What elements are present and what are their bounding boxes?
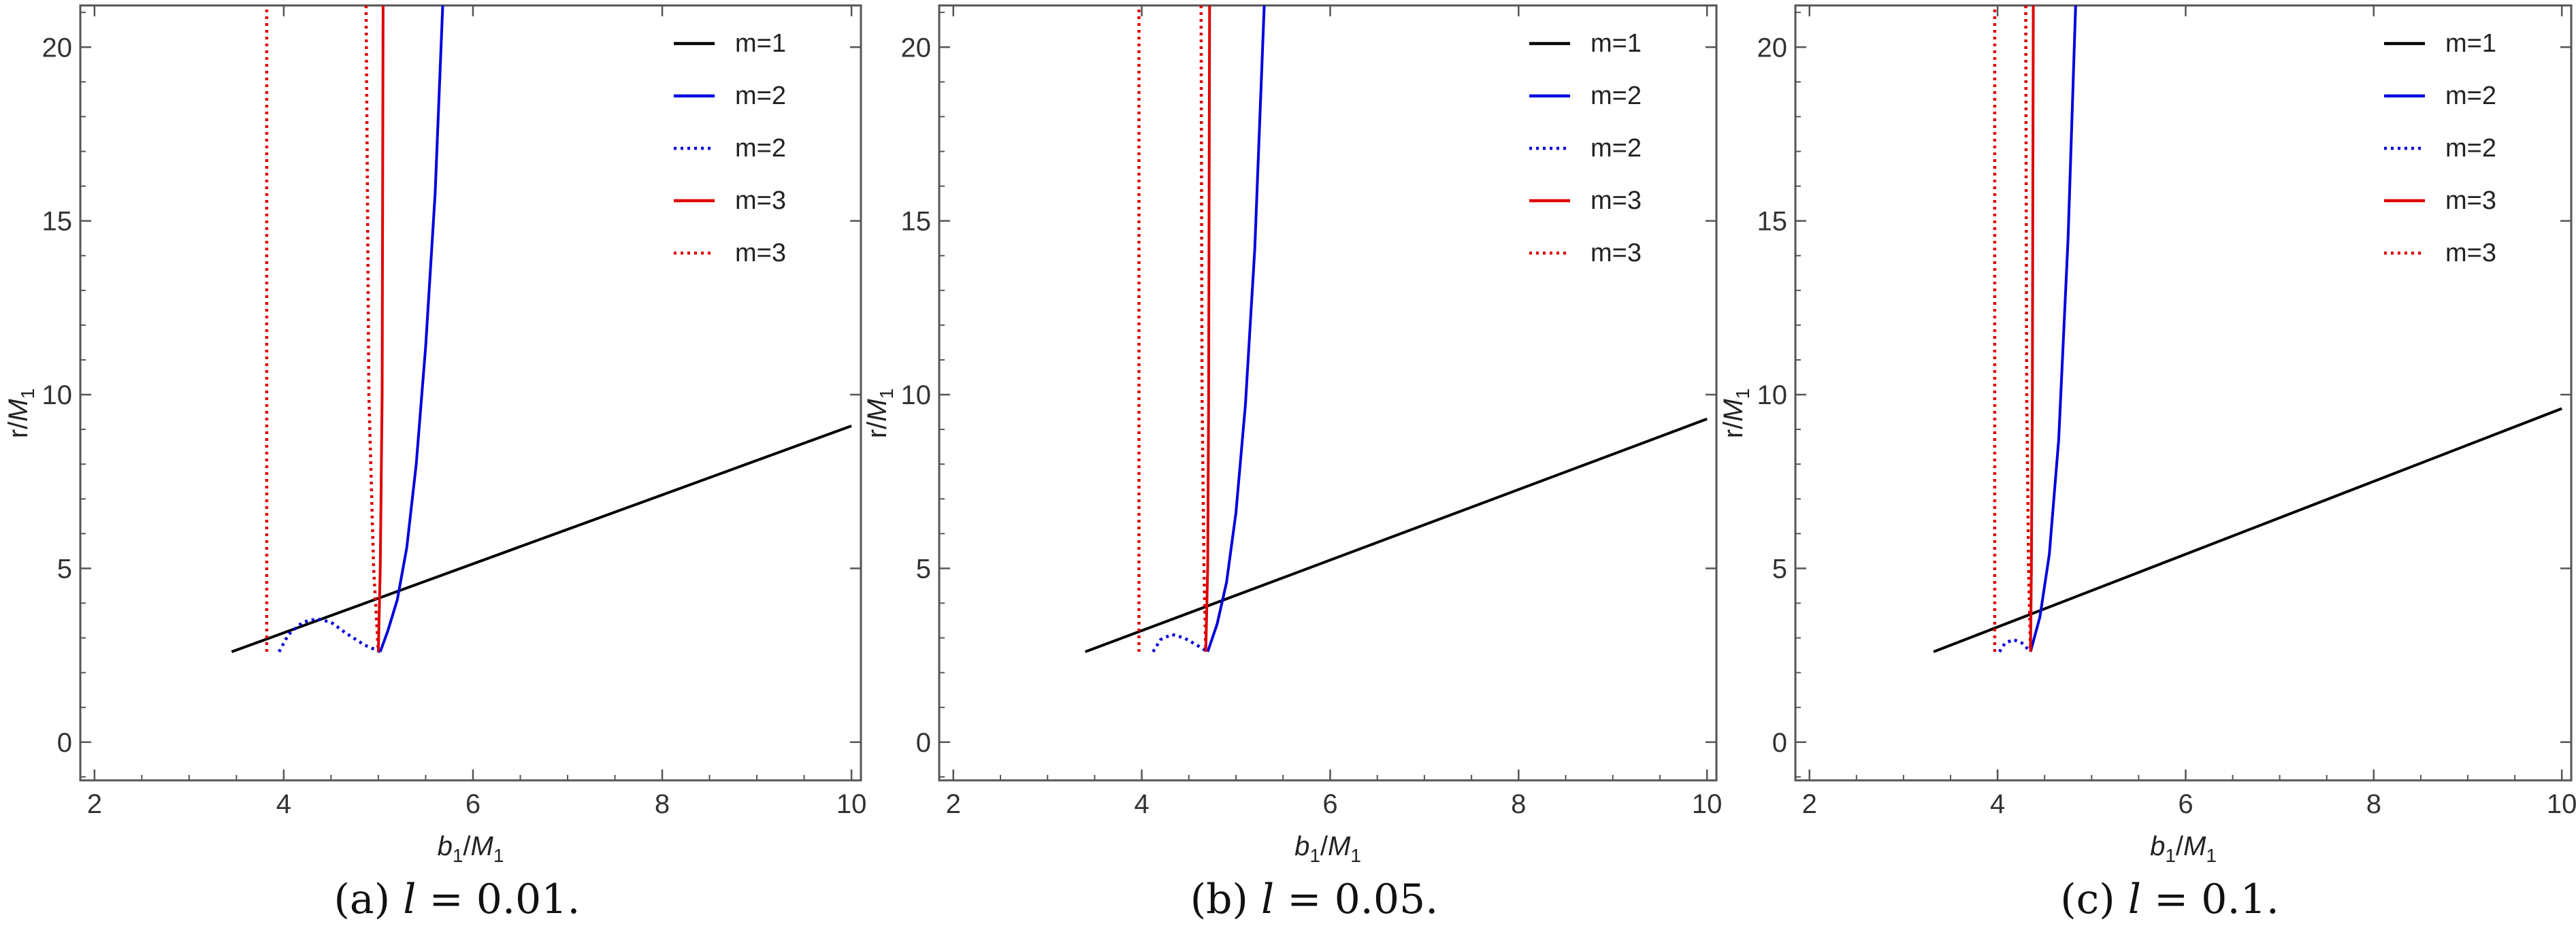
x-tick-label: 2 <box>946 789 961 819</box>
y-tick-label: 0 <box>916 728 931 758</box>
x-tick-label: 10 <box>2547 789 2576 819</box>
chart-panel-1: 2 4 6 8 10 0 5 10 15 20 b1/M1 r/M1 m=1 m=2 m=2 m=3 m=3 (a… <box>3 4 867 923</box>
y-tick-label: 0 <box>57 728 72 758</box>
x-axis-label: b1/M1 <box>2150 831 2217 866</box>
legend: m=1 m=2 m=2 m=3 m=3 <box>1529 29 1642 267</box>
y-tick-label: 15 <box>901 207 932 237</box>
series-group <box>1933 5 2562 653</box>
series-line-m-2-dotted <box>278 617 381 654</box>
legend: m=1 m=2 m=2 m=3 m=3 <box>2384 29 2496 267</box>
x-tick-label: 8 <box>655 789 670 819</box>
series-line-m-3-solid <box>376 5 385 652</box>
y-tick-label: 20 <box>1757 33 1788 63</box>
y-tick-label: 10 <box>42 380 73 410</box>
y-tick-label: 5 <box>57 554 72 584</box>
y-tick-label: 5 <box>916 554 931 584</box>
y-tick-label: 0 <box>1772 728 1787 758</box>
series-line-m-3-solid <box>2029 5 2035 652</box>
legend-label: m=3 <box>2445 239 2496 267</box>
y-tick-label: 10 <box>1757 380 1788 410</box>
series-line-m-3-solid <box>1204 5 1211 652</box>
legend-label: m=1 <box>1591 29 1642 58</box>
y-axis-label: r/M1 <box>1718 388 1753 438</box>
x-tick-label: 6 <box>1322 789 1337 819</box>
series-line-m-1-solid <box>231 425 852 653</box>
plot-frame <box>938 4 1718 782</box>
series-line-m-2-dotted <box>1152 633 1209 653</box>
plot-frame <box>79 4 862 782</box>
legend-label: m=3 <box>1591 186 1642 215</box>
legend-label: m=1 <box>2445 29 2496 58</box>
y-tick-label: 20 <box>42 33 73 63</box>
x-tick-label: 8 <box>2366 789 2381 819</box>
series-group <box>1084 5 1708 653</box>
series-line-m-3-dotted <box>1199 5 1207 652</box>
legend: m=1 m=2 m=2 m=3 m=3 <box>674 29 786 267</box>
legend-label: m=3 <box>1591 239 1642 267</box>
y-tick-label: 15 <box>1757 207 1788 237</box>
x-axis-label: b1/M1 <box>1294 831 1361 866</box>
series-line-m-1-solid <box>1933 407 2562 653</box>
y-tick-label: 10 <box>901 380 932 410</box>
legend-label: m=2 <box>1591 82 1642 110</box>
legend-label: m=3 <box>735 186 786 215</box>
series-line-m-2-dotted <box>1998 637 2032 653</box>
series-line-m-2-solid <box>378 5 444 652</box>
legend-label: m=2 <box>1591 134 1642 163</box>
legend-label: m=1 <box>735 29 786 58</box>
panel-caption: (b) l = 0.05. <box>1190 876 1439 923</box>
series-line-m-2-solid <box>1206 5 1266 652</box>
y-tick-label: 5 <box>1772 554 1787 584</box>
chart-panel-3: 2 4 6 8 10 0 5 10 15 20 b1/M1 r/M1 m=1 m=2 m=2 m=3 m=3 (c… <box>1718 4 2576 923</box>
y-tick-label: 20 <box>901 33 932 63</box>
x-tick-label: 6 <box>2178 789 2193 819</box>
legend-label: m=2 <box>2445 82 2496 110</box>
x-tick-label: 4 <box>1990 789 2005 819</box>
x-tick-label: 10 <box>1692 789 1723 819</box>
x-tick-label: 6 <box>466 789 480 819</box>
series-group <box>231 5 852 654</box>
series-line-m-3-dotted <box>2024 5 2032 652</box>
panel-caption: (c) l = 0.1. <box>2060 876 2279 923</box>
series-line-m-1-solid <box>1084 417 1708 653</box>
legend-label: m=2 <box>735 82 786 110</box>
x-tick-label: 2 <box>1802 789 1817 819</box>
y-axis-label: r/M1 <box>862 388 897 438</box>
legend-label: m=2 <box>735 134 786 163</box>
chart-panel-2: 2 4 6 8 10 0 5 10 15 20 b1/M1 r/M1 m=1 m=2 m=2 m=3 m=3 (b… <box>862 4 1723 923</box>
series-line-m-2-solid <box>2029 5 2077 652</box>
plot-frame <box>1794 4 2573 782</box>
x-tick-label: 10 <box>836 789 867 819</box>
legend-label: m=3 <box>2445 186 2496 215</box>
panel-caption: (a) l = 0.01. <box>334 876 581 923</box>
x-tick-label: 4 <box>1134 789 1149 819</box>
legend-label: m=3 <box>735 239 786 267</box>
y-tick-label: 15 <box>42 207 73 237</box>
x-axis-label: b1/M1 <box>438 831 504 866</box>
x-tick-label: 2 <box>87 789 102 819</box>
y-axis-label: r/M1 <box>3 388 38 438</box>
x-tick-label: 4 <box>276 789 291 819</box>
legend-label: m=2 <box>2445 134 2496 163</box>
x-tick-label: 8 <box>1511 789 1526 819</box>
series-line-m-3-dotted <box>364 5 380 652</box>
